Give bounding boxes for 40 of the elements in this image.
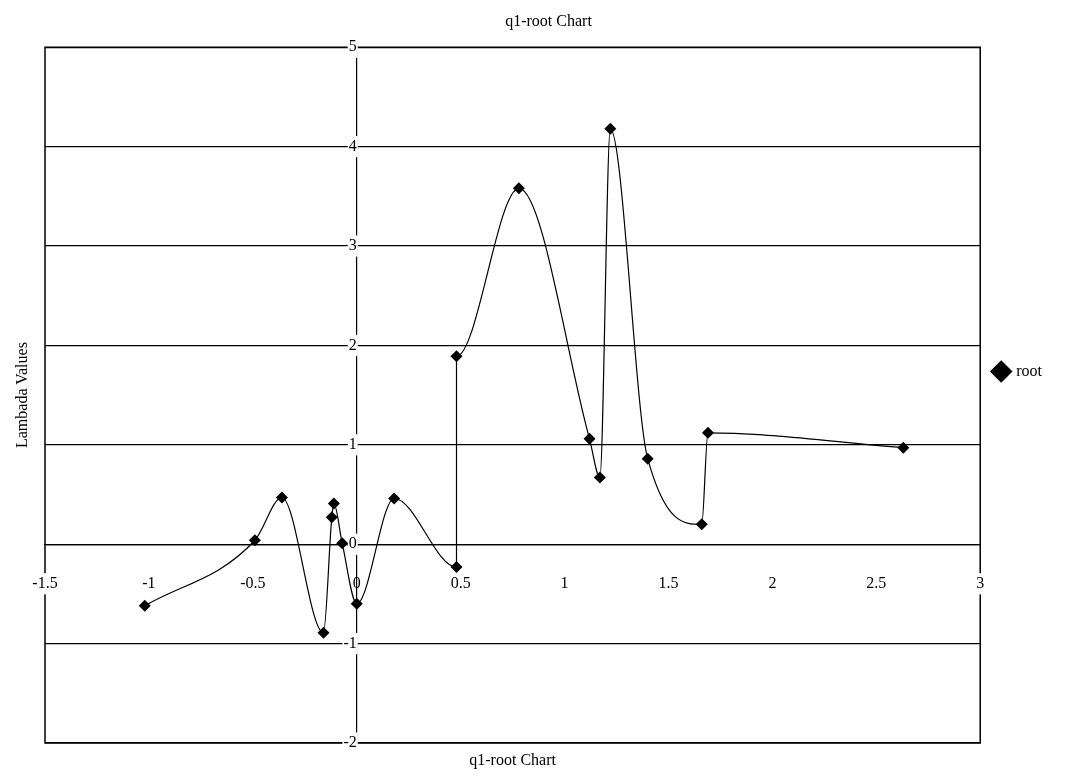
x-tick-label: -1.5 [32, 574, 58, 591]
point [336, 537, 349, 550]
y-tick-label: 4 [348, 136, 357, 154]
point [388, 492, 401, 505]
x-axis-title: q1-root Chart [469, 751, 557, 770]
legend-label: root [1016, 361, 1043, 379]
y-tick-label: 5 [348, 37, 357, 55]
y-tick-label: 1 [348, 435, 357, 452]
x-tick-label: 0.5 [450, 574, 471, 591]
x-tick-label: 2 [768, 574, 777, 591]
x-tick-label: 2.5 [866, 574, 887, 591]
point [897, 441, 910, 454]
point [583, 432, 596, 445]
point [512, 182, 525, 195]
point [138, 599, 151, 612]
point [695, 518, 708, 531]
y-tick-label: -1 [343, 633, 357, 651]
point [327, 497, 340, 510]
y-axis-title: Lambada Values [13, 342, 31, 449]
x-tick-label: -0.5 [240, 574, 266, 591]
point [248, 534, 261, 547]
x-tick-label: 3 [976, 574, 985, 591]
y-tick-label: 0 [348, 534, 357, 552]
point [701, 426, 714, 439]
point [593, 471, 606, 484]
point [325, 511, 338, 524]
x-tick-label: -1 [142, 574, 156, 591]
chart-title: q1-root Chart [505, 11, 593, 30]
y-tick-label: -2 [343, 733, 357, 751]
x-tick-label: 1.5 [658, 574, 679, 591]
point [450, 561, 463, 574]
point [317, 626, 330, 639]
point [450, 350, 463, 363]
x-tick-label: 1 [560, 574, 569, 591]
y-tick-label: 2 [348, 335, 357, 353]
point [275, 491, 288, 504]
y-tick-label: 3 [348, 236, 357, 254]
point [604, 122, 617, 135]
point [641, 452, 654, 465]
point [350, 597, 363, 610]
